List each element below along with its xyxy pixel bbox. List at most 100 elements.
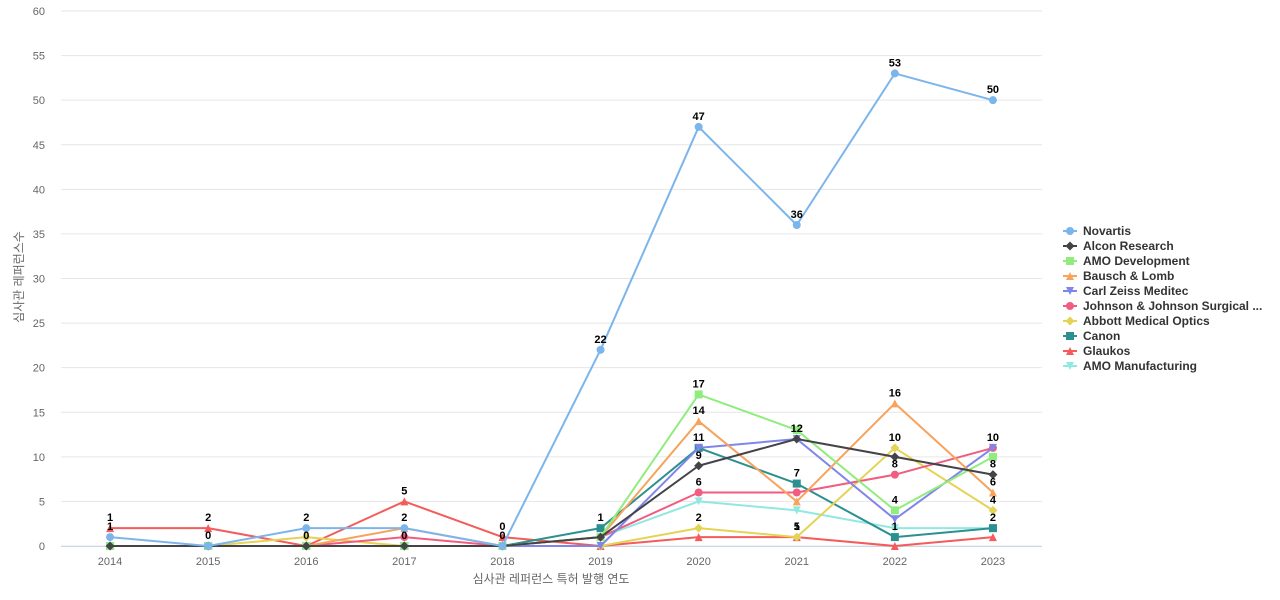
data-label: 2 [401, 512, 407, 524]
legend-item[interactable]: Novartis [1063, 224, 1131, 238]
data-point[interactable] [792, 532, 802, 542]
data-point[interactable] [498, 533, 507, 542]
data-label: 6 [696, 477, 702, 489]
legend-marker[interactable] [1065, 241, 1075, 251]
legend-marker[interactable] [1066, 302, 1074, 310]
series-line[interactable] [110, 446, 994, 547]
data-point[interactable] [890, 470, 899, 479]
legend-marker[interactable] [1066, 362, 1074, 370]
legend-marker[interactable] [1065, 316, 1075, 326]
data-point[interactable] [694, 390, 703, 399]
data-point[interactable] [890, 506, 899, 515]
data-point[interactable] [106, 524, 115, 533]
data-point[interactable] [596, 524, 605, 533]
data-point[interactable] [694, 497, 703, 506]
data-point[interactable] [694, 122, 703, 131]
legend-label: AMO Manufacturing [1083, 359, 1197, 373]
data-point[interactable] [400, 533, 409, 542]
data-point[interactable] [596, 345, 605, 354]
data-point[interactable] [301, 541, 311, 551]
data-point[interactable] [105, 541, 115, 551]
data-point[interactable] [792, 506, 801, 515]
data-label: 1 [107, 512, 113, 524]
data-label: 14 [693, 405, 706, 417]
legend-item[interactable]: AMO Development [1063, 254, 1190, 268]
data-point[interactable] [792, 497, 801, 506]
legend-label: Bausch & Lomb [1083, 269, 1174, 283]
legend-marker[interactable] [1066, 347, 1074, 355]
data-point[interactable] [890, 443, 900, 453]
data-point[interactable] [792, 221, 801, 229]
data-point[interactable] [694, 523, 704, 533]
legend-label: Glaukos [1083, 344, 1131, 358]
legend-item[interactable]: AMO Manufacturing [1063, 359, 1197, 373]
legend-marker[interactable] [1066, 272, 1074, 280]
legend-item[interactable]: Bausch & Lomb [1063, 269, 1174, 283]
legend-marker[interactable] [1066, 227, 1074, 235]
data-point[interactable] [694, 443, 703, 452]
data-point[interactable] [988, 505, 998, 515]
legend-marker[interactable] [1066, 332, 1074, 340]
data-label: 12 [791, 423, 803, 435]
data-point[interactable] [988, 96, 997, 105]
y-axis-title: 심사관 레퍼런스수 [12, 231, 26, 323]
series-line[interactable] [110, 446, 994, 547]
data-label: 2 [990, 512, 996, 524]
legend-item[interactable]: Glaukos [1063, 344, 1131, 358]
data-point[interactable] [792, 426, 801, 435]
series-0 [106, 69, 997, 550]
data-point[interactable] [988, 452, 997, 461]
data-point[interactable] [694, 417, 703, 426]
data-point[interactable] [204, 542, 213, 550]
legend-item[interactable]: Canon [1063, 329, 1120, 343]
data-point[interactable] [988, 524, 997, 533]
data-point[interactable] [988, 488, 997, 497]
data-point[interactable] [792, 488, 801, 497]
legend-item[interactable]: Abbott Medical Optics [1063, 314, 1210, 328]
legend-item[interactable]: Johnson & Johnson Surgical ... [1063, 299, 1262, 313]
data-point[interactable] [988, 533, 997, 542]
legend-marker[interactable] [1066, 257, 1074, 265]
data-label: 0 [499, 530, 505, 542]
data-point[interactable] [204, 524, 213, 533]
series-line[interactable] [110, 402, 994, 547]
data-point[interactable] [890, 542, 899, 550]
data-point[interactable] [302, 524, 311, 533]
data-point[interactable] [988, 470, 998, 480]
legend-item[interactable]: Alcon Research [1063, 239, 1174, 253]
series-line[interactable] [110, 446, 994, 547]
data-point[interactable] [596, 532, 606, 542]
data-point[interactable] [890, 452, 900, 462]
data-point[interactable] [694, 461, 704, 471]
data-point[interactable] [400, 524, 409, 533]
data-point[interactable] [792, 434, 802, 444]
data-point[interactable] [890, 515, 899, 524]
data-label: 5 [794, 521, 800, 533]
series-line[interactable] [109, 72, 994, 547]
data-point[interactable] [498, 542, 507, 550]
data-point[interactable] [400, 497, 409, 506]
legend-item[interactable]: Carl Zeiss Meditec [1063, 284, 1189, 298]
legend-label: Abbott Medical Optics [1083, 314, 1210, 328]
series-4 [106, 435, 997, 550]
series-line[interactable] [110, 393, 994, 547]
data-point[interactable] [890, 533, 899, 542]
series-line[interactable] [110, 438, 994, 547]
data-point[interactable] [694, 533, 703, 542]
data-point[interactable] [694, 488, 703, 497]
data-point[interactable] [792, 479, 801, 488]
data-point[interactable] [890, 69, 899, 78]
data-point[interactable] [399, 541, 409, 551]
x-tick-label: 2023 [981, 556, 1005, 568]
series-line[interactable] [110, 438, 994, 547]
data-point[interactable] [890, 524, 899, 533]
data-point[interactable] [890, 399, 899, 408]
data-point[interactable] [106, 533, 115, 542]
data-point[interactable] [988, 443, 997, 452]
data-point[interactable] [301, 532, 311, 542]
legend-marker[interactable] [1066, 287, 1074, 295]
data-point[interactable] [596, 542, 605, 550]
data-label: 0 [401, 530, 407, 542]
